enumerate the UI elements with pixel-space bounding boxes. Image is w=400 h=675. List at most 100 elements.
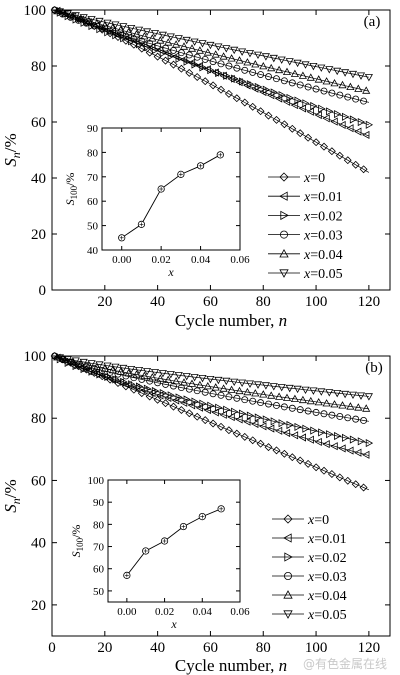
data-point xyxy=(364,393,373,401)
data-point xyxy=(175,54,184,63)
data-point xyxy=(116,367,125,375)
data-point xyxy=(259,61,268,70)
data-point xyxy=(222,45,231,53)
data-point xyxy=(328,89,336,97)
data-point xyxy=(127,365,136,374)
data-point xyxy=(209,390,217,398)
data-point xyxy=(174,35,183,43)
x-tick-label: 120 xyxy=(358,640,381,656)
data-point xyxy=(356,392,366,400)
legend-marker xyxy=(283,590,293,599)
data-point xyxy=(71,357,80,365)
data-point xyxy=(343,476,352,485)
data-point xyxy=(349,115,358,124)
y-tick-label: 60 xyxy=(31,115,46,131)
data-point xyxy=(320,410,328,418)
data-point xyxy=(182,36,191,45)
data-point xyxy=(80,364,88,374)
data-point xyxy=(71,12,80,20)
data-point xyxy=(322,440,330,449)
data-point xyxy=(261,53,270,61)
data-point xyxy=(354,448,362,457)
data-point xyxy=(341,390,350,399)
x-tick-label: 40 xyxy=(150,640,165,656)
data-point xyxy=(365,120,374,129)
inset-y-tick-label: 70 xyxy=(93,542,105,554)
data-point xyxy=(344,414,352,422)
data-point xyxy=(248,436,257,445)
data-point xyxy=(135,366,144,375)
series-line xyxy=(54,9,369,92)
data-point xyxy=(230,46,239,55)
data-point xyxy=(338,401,347,409)
data-point xyxy=(217,391,225,399)
series-x=0.03 xyxy=(51,6,369,105)
data-point xyxy=(233,64,241,72)
data-point xyxy=(232,94,241,103)
x-tick-label: 80 xyxy=(256,640,271,656)
chart-panel-2: 0 20 40 60 80 100 120 20 40 60 80 100 Cycle number, … xyxy=(1,349,391,675)
data-point xyxy=(312,85,320,93)
data-point xyxy=(338,444,346,453)
data-point xyxy=(143,28,152,36)
series-line xyxy=(54,355,370,491)
chart-panel-1: 20 40 60 80 100 120 0 20 40 60 80 100 Cycle number, … xyxy=(1,3,391,330)
data-point xyxy=(130,374,138,382)
data-point xyxy=(296,129,305,138)
legend-label: x=0 xyxy=(307,513,329,528)
data-point xyxy=(198,374,207,383)
data-point xyxy=(132,29,141,38)
data-point xyxy=(225,62,233,70)
data-point xyxy=(272,75,280,83)
data-point xyxy=(294,96,302,105)
data-point xyxy=(304,133,313,142)
data-point xyxy=(360,97,368,105)
data-point xyxy=(223,405,231,414)
series-line xyxy=(54,355,369,444)
data-point xyxy=(356,72,366,80)
data-point xyxy=(310,101,318,111)
data-point xyxy=(103,19,112,28)
data-point xyxy=(257,399,265,407)
data-point xyxy=(272,401,280,409)
data-point xyxy=(265,73,272,81)
data-point xyxy=(245,380,255,388)
y-tick-label: 100 xyxy=(24,349,47,365)
data-point xyxy=(354,403,363,411)
data-point xyxy=(248,102,257,111)
inset-y-tick-label: 80 xyxy=(87,147,99,159)
data-point xyxy=(185,51,193,59)
data-point xyxy=(322,399,331,407)
data-point xyxy=(191,397,199,406)
data-point xyxy=(201,55,209,63)
data-point xyxy=(265,400,272,408)
legend-label: x=0.01 xyxy=(307,532,347,547)
data-point xyxy=(304,407,312,415)
data-point xyxy=(119,23,128,31)
data-point xyxy=(314,75,323,83)
legend-marker xyxy=(283,572,292,581)
data-point xyxy=(98,366,106,374)
data-point xyxy=(354,127,362,136)
y-tick-label: 80 xyxy=(31,59,46,75)
data-point xyxy=(241,396,249,404)
inset-x-tick-label: 0.04 xyxy=(191,254,211,266)
data-point xyxy=(230,378,239,387)
data-point xyxy=(185,68,194,77)
data-point xyxy=(269,383,278,391)
data-point xyxy=(249,68,257,76)
data-point xyxy=(360,416,368,424)
legend-label: x=0.02 xyxy=(307,551,347,566)
watermark: @有色金属在线 xyxy=(303,657,388,671)
data-point xyxy=(298,395,307,404)
data-point xyxy=(336,91,344,99)
legend-label: x=0.01 xyxy=(303,190,343,205)
data-point xyxy=(215,68,223,78)
data-point xyxy=(179,42,189,50)
data-point xyxy=(111,363,120,372)
x-axis-label: Cycle number, n xyxy=(175,656,287,675)
data-point xyxy=(361,450,370,459)
data-point xyxy=(112,375,120,384)
data-point xyxy=(277,384,286,392)
